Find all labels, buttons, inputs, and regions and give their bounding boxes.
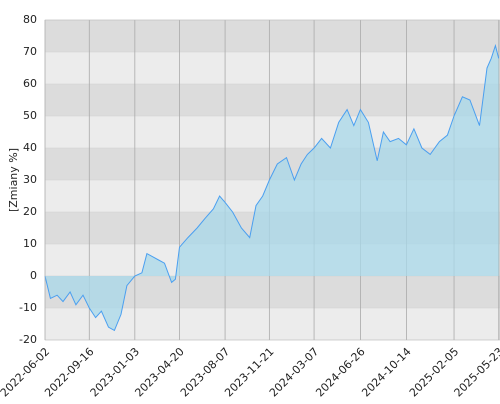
area	[45, 45, 499, 331]
line	[44, 43, 500, 332]
y-axis-label: [Zmiany %]	[7, 148, 20, 212]
y-tick-label: 80	[23, 13, 37, 26]
y-tick-label: -10	[19, 301, 37, 314]
grid-band	[45, 20, 500, 52]
y-tick-label: 60	[23, 77, 37, 90]
y-tick-label: 30	[23, 173, 37, 186]
y-tick-label: -20	[19, 333, 37, 346]
y-tick-label: 70	[23, 45, 37, 58]
grid-band	[45, 52, 500, 84]
x-tick-label: 2024-10-14	[359, 345, 413, 399]
y-tick-label: 40	[23, 141, 37, 154]
y-tick-label: 10	[23, 237, 37, 250]
y-tick-label: 20	[23, 205, 37, 218]
y-tick-label: 0	[30, 269, 37, 282]
grid-band	[45, 84, 500, 116]
y-tick-label: 50	[23, 109, 37, 122]
grid-band	[45, 116, 500, 148]
